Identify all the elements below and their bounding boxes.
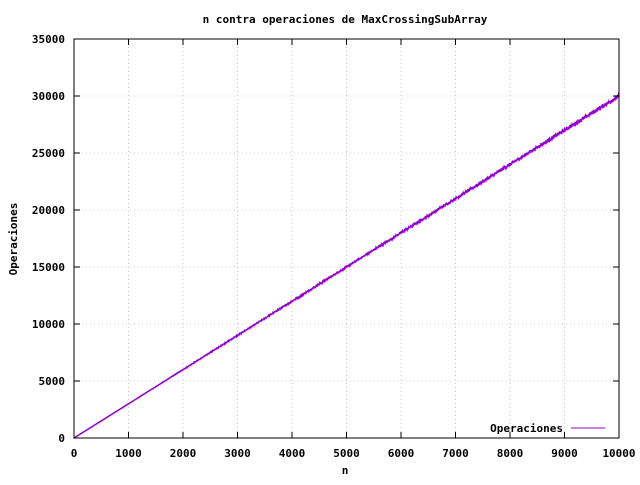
x-tick-label: 5000 [333,447,360,460]
ticks: 0 1000 2000 3000 4000 5000 6000 7000 8000 9000 100… [32,33,636,460]
data-point [154,385,157,388]
series-layer [73,92,620,439]
y-tick-label: 15000 [32,261,65,274]
legend: Operaciones [490,422,605,435]
x-tick-label: 1000 [115,447,142,460]
data-point [372,249,375,251]
x-tick-label: 8000 [497,447,524,460]
data-point [100,420,103,422]
y-tick-label: 10000 [32,318,65,331]
data-point [509,163,511,166]
plot-frame [73,38,620,439]
data-point [209,351,212,354]
data-point [400,232,402,234]
x-tick-label: 6000 [388,447,415,460]
data-point [536,146,539,149]
y-tick-label: 30000 [32,90,65,103]
data-point [318,283,321,285]
x-tick-label: 4000 [279,447,306,460]
y-tick-label: 20000 [32,204,65,217]
legend-label: Operaciones [490,422,563,435]
data-point [590,112,593,114]
x-tick-label: 0 [71,447,78,460]
y-tick-label: 5000 [39,375,66,388]
y-tick-label: 0 [58,432,65,445]
data-point [427,214,430,217]
y-axis-label: Operaciones [7,203,20,276]
x-tick-label: 10000 [602,447,635,460]
chart-title: n contra operaciones de MaxCrossingSubAr… [203,13,488,26]
data-point [291,300,293,303]
x-tick-label: 2000 [170,447,197,460]
data-point [182,368,184,371]
x-tick-label: 3000 [224,447,251,460]
data-point [454,197,457,200]
data-point [127,403,130,405]
data-point [345,266,348,268]
x-tick-label: 9000 [551,447,578,460]
data-point [481,180,484,183]
y-tick-label: 35000 [32,33,65,46]
x-axis-label: n [342,464,349,477]
data-point [236,334,239,337]
data-point [563,129,566,131]
grid [74,39,619,438]
y-tick-label: 25000 [32,147,65,160]
x-tick-label: 7000 [442,447,469,460]
data-point [263,317,266,320]
